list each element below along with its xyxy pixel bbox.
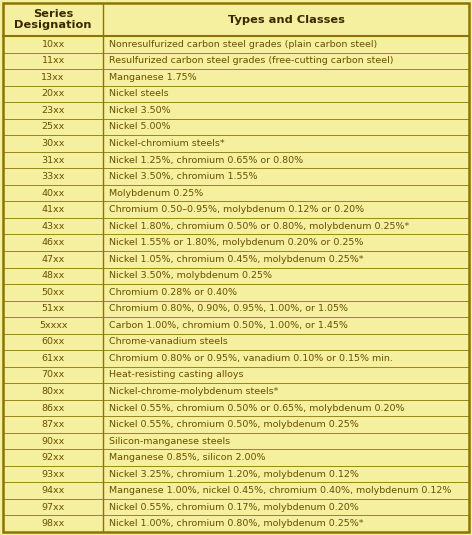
Text: Resulfurized carbon steel grades (free-cutting carbon steel): Resulfurized carbon steel grades (free-c… [109,56,394,65]
Text: Nickel steels: Nickel steels [109,89,169,98]
Text: 97xx: 97xx [42,503,65,511]
Text: 10xx: 10xx [42,40,65,49]
Text: Nonresulfurized carbon steel grades (plain carbon steel): Nonresulfurized carbon steel grades (pla… [109,40,378,49]
Text: 90xx: 90xx [42,437,65,446]
Text: 31xx: 31xx [42,156,65,165]
Text: Molybdenum 0.25%: Molybdenum 0.25% [109,189,203,197]
Text: Heat-resisting casting alloys: Heat-resisting casting alloys [109,370,244,379]
Text: Nickel 1.25%, chromium 0.65% or 0.80%: Nickel 1.25%, chromium 0.65% or 0.80% [109,156,303,165]
Text: Series
Designation: Series Designation [14,9,92,30]
Text: 93xx: 93xx [42,470,65,479]
Text: Nickel 3.50%, molybdenum 0.25%: Nickel 3.50%, molybdenum 0.25% [109,271,272,280]
Text: 50xx: 50xx [42,288,65,297]
Text: Nickel 1.55% or 1.80%, molybdenum 0.20% or 0.25%: Nickel 1.55% or 1.80%, molybdenum 0.20% … [109,238,363,247]
Text: Nickel 0.55%, chromium 0.17%, molybdenum 0.20%: Nickel 0.55%, chromium 0.17%, molybdenum… [109,503,359,511]
Text: Chromium 0.28% or 0.40%: Chromium 0.28% or 0.40% [109,288,237,297]
Text: 30xx: 30xx [42,139,65,148]
Text: Nickel-chrome-molybdenum steels*: Nickel-chrome-molybdenum steels* [109,387,278,396]
Text: 80xx: 80xx [42,387,65,396]
Text: 86xx: 86xx [42,403,65,412]
Text: Nickel 0.55%, chromium 0.50% or 0.65%, molybdenum 0.20%: Nickel 0.55%, chromium 0.50% or 0.65%, m… [109,403,405,412]
Text: Types and Classes: Types and Classes [228,14,345,25]
Text: Chrome-vanadium steels: Chrome-vanadium steels [109,338,228,346]
Text: Chromium 0.80%, 0.90%, 0.95%, 1.00%, or 1.05%: Chromium 0.80%, 0.90%, 0.95%, 1.00%, or … [109,304,348,314]
Text: 51xx: 51xx [42,304,65,314]
Text: Chromium 0.50–0.95%, molybdenum 0.12% or 0.20%: Chromium 0.50–0.95%, molybdenum 0.12% or… [109,205,364,214]
Text: 11xx: 11xx [42,56,65,65]
Text: 98xx: 98xx [42,519,65,528]
Text: Nickel 5.00%: Nickel 5.00% [109,123,171,132]
Text: 5xxxx: 5xxxx [39,321,67,330]
Text: 47xx: 47xx [42,255,65,264]
Text: 23xx: 23xx [42,106,65,115]
Text: Nickel-chromium steels*: Nickel-chromium steels* [109,139,225,148]
Text: Nickel 0.55%, chromium 0.50%, molybdenum 0.25%: Nickel 0.55%, chromium 0.50%, molybdenum… [109,420,359,429]
Text: Nickel 3.50%: Nickel 3.50% [109,106,171,115]
Text: 70xx: 70xx [42,370,65,379]
Text: Manganese 0.85%, silicon 2.00%: Manganese 0.85%, silicon 2.00% [109,453,266,462]
Text: Nickel 3.25%, chromium 1.20%, molybdenum 0.12%: Nickel 3.25%, chromium 1.20%, molybdenum… [109,470,359,479]
Text: Manganese 1.00%, nickel 0.45%, chromium 0.40%, molybdenum 0.12%: Manganese 1.00%, nickel 0.45%, chromium … [109,486,452,495]
Text: Manganese 1.75%: Manganese 1.75% [109,73,197,82]
Text: 94xx: 94xx [42,486,65,495]
Text: Carbon 1.00%, chromium 0.50%, 1.00%, or 1.45%: Carbon 1.00%, chromium 0.50%, 1.00%, or … [109,321,348,330]
Text: Nickel 1.05%, chromium 0.45%, molybdenum 0.25%*: Nickel 1.05%, chromium 0.45%, molybdenum… [109,255,364,264]
Text: Nickel 1.00%, chromium 0.80%, molybdenum 0.25%*: Nickel 1.00%, chromium 0.80%, molybdenum… [109,519,364,528]
Text: 41xx: 41xx [42,205,65,214]
Text: 13xx: 13xx [42,73,65,82]
Text: 87xx: 87xx [42,420,65,429]
Text: 43xx: 43xx [42,221,65,231]
Text: Chromium 0.80% or 0.95%, vanadium 0.10% or 0.15% min.: Chromium 0.80% or 0.95%, vanadium 0.10% … [109,354,393,363]
Text: 61xx: 61xx [42,354,65,363]
Text: 92xx: 92xx [42,453,65,462]
Text: 46xx: 46xx [42,238,65,247]
Text: 40xx: 40xx [42,189,65,197]
Text: 20xx: 20xx [42,89,65,98]
Text: Nickel 1.80%, chromium 0.50% or 0.80%, molybdenum 0.25%*: Nickel 1.80%, chromium 0.50% or 0.80%, m… [109,221,409,231]
Text: Nickel 3.50%, chromium 1.55%: Nickel 3.50%, chromium 1.55% [109,172,258,181]
Text: 60xx: 60xx [42,338,65,346]
Text: 25xx: 25xx [42,123,65,132]
Text: Silicon-manganese steels: Silicon-manganese steels [109,437,230,446]
Text: 33xx: 33xx [42,172,65,181]
Text: 48xx: 48xx [42,271,65,280]
